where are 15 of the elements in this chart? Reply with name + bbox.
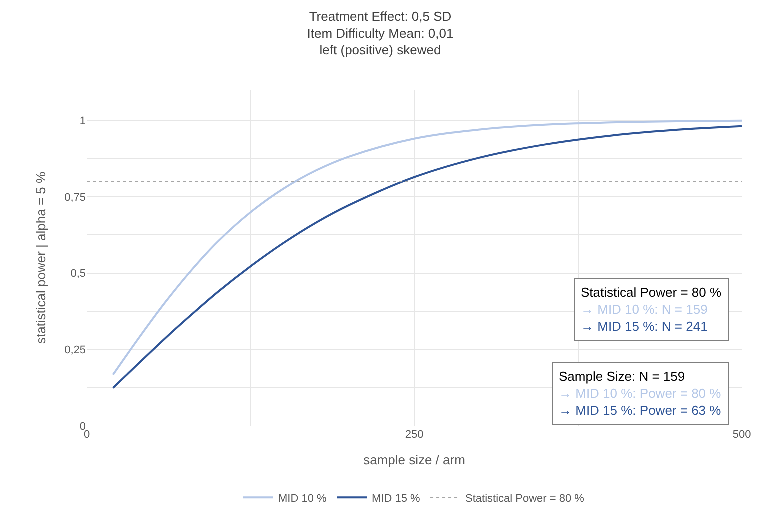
x-tick-label: 500 — [732, 429, 752, 441]
x-axis-title: sample size / arm — [364, 452, 466, 468]
y-tick-label: 0,25 — [64, 344, 86, 356]
y-tick-label: 0 — [80, 420, 86, 433]
legend-label: Statistical Power = 80 % — [466, 492, 585, 505]
annotation: Statistical Power = 80 % → MID 10 %: N = 159 → MID 15 %: N = 241 — [581, 285, 722, 334]
legend-label: MID 10 % — [278, 492, 328, 505]
y-tick-label: 1 — [80, 115, 86, 128]
chart-title: Treatment Effect: 0,5 SD Item Difficulty Mean: 0,01 left (positive) skewed — [307, 8, 454, 58]
legend-label: MID 15 % — [372, 492, 421, 505]
annotation: Sample Size: N = 159 → MID 10 %: Power = 80 % → MID 15 %: Power = 63 % — [559, 369, 722, 418]
y-tick-label: 0,5 — [70, 268, 86, 280]
y-axis-title: statistical power | alpha = 5 % — [34, 172, 49, 344]
x-tick-label: 250 — [405, 429, 424, 441]
y-tick-label: 0,75 — [64, 192, 86, 204]
